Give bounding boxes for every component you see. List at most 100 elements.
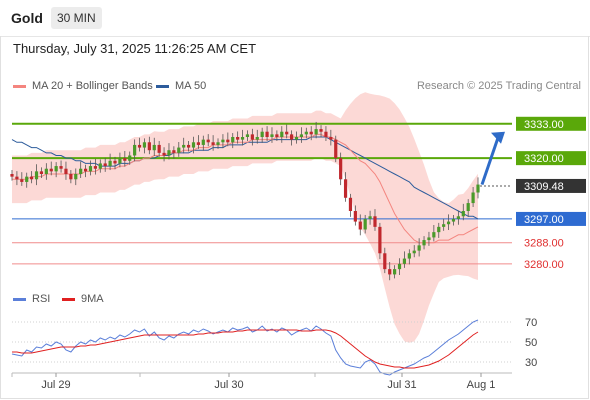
candle-body [221,139,225,143]
candle-body [118,158,122,164]
asset-title: Gold [11,10,43,26]
forecast-arrow-head [491,131,505,144]
candle-body [186,144,191,148]
candle-body [98,163,102,169]
candle-body [157,144,161,153]
legend-swatch-rsi [13,297,26,301]
candle-body [108,160,112,167]
time-axis-label: Jul 31 [387,379,416,391]
candle-body [348,197,353,211]
level-label-text: 3288.00 [524,238,564,250]
candle-body [196,142,200,145]
candle-body [172,150,176,153]
candle-body [83,168,88,172]
timeframe-button[interactable]: 30 MIN [51,7,102,29]
candle-body [236,137,240,140]
candle-body [304,131,308,135]
rsi-tick-label: 70 [525,317,537,329]
legend-label-rsi-ma: 9MA [81,293,104,305]
candle-body [74,174,78,180]
candle-body [201,139,205,145]
candle-body [44,168,48,174]
level-label-last_price: 3309.48 [516,178,586,193]
rsi-line [11,319,479,376]
level-label-text: 3297.00 [524,214,564,226]
header-bar: Gold 30 MIN [0,0,590,37]
chart-datetime: Thursday, July 31, 2025 11:26:25 AM CET [13,41,257,56]
candle-body [162,152,166,156]
candle-body [358,221,362,230]
candle-body [226,139,230,143]
candle-body [314,129,318,135]
candle-body [270,134,274,137]
forecast-arrow-shaft [480,137,500,186]
bollinger-band [12,92,478,343]
candle-body [147,142,151,151]
rsi-ma-line [12,329,479,369]
candle-body [275,134,279,137]
candle-body [265,131,269,137]
candle-body [206,139,210,143]
legend-label-rsi: RSI [32,293,51,305]
candle-body [88,166,93,172]
candle-body [245,134,250,137]
candle-body [388,269,392,275]
rsi-tick-label: 50 [525,337,537,349]
candle-body [378,226,382,254]
candle-body [383,253,387,270]
candle-body [10,174,14,177]
candle-body [240,137,245,140]
candle-body [216,142,220,145]
candle-body [250,134,254,140]
candle-body [280,131,284,137]
candle-body [299,134,304,137]
candle-body [461,211,465,217]
candle-body [39,171,44,174]
legend-label-ma50: MA 50 [175,80,207,92]
candle-body [446,221,451,225]
level-label-resistance: 3333.00 [516,116,586,131]
candle-body [437,226,441,233]
candle-body [255,137,259,140]
time-axis-label: Aug 1 [467,379,496,391]
candle-body [191,142,196,148]
candle-body [69,174,73,180]
ma20-line [12,133,479,244]
candle-body [260,131,264,137]
legend-swatch-ma20 [13,84,26,88]
level-label-support: 3288.00 [524,238,564,250]
candle-body [397,263,402,270]
candle-body [182,144,186,148]
candle-body [142,142,147,148]
candle-body [432,232,436,238]
time-axis-label: Jul 29 [41,379,70,391]
candle-body [343,179,348,198]
candle-body [20,179,24,182]
level-label-text: 3333.00 [524,119,564,131]
candle-body [412,250,416,254]
candle-body [402,258,407,264]
candle-body [451,218,456,222]
legend-ma50: MA 50 [156,80,206,92]
candle-body [123,158,127,161]
candle-body [471,192,475,204]
candle-body [422,240,426,246]
candle-body [231,137,235,143]
candle-body [93,166,97,169]
candle-body [294,137,299,140]
candle-body [54,166,58,172]
candle-body [285,131,289,135]
legend-swatch-rsi-ma [62,297,75,301]
candle-body [128,155,132,161]
candle-body [290,134,294,140]
level-label-box [516,178,586,193]
candle-body [427,237,431,241]
candle-body [59,166,63,169]
candle-body [64,168,68,174]
candle-body [324,131,328,137]
candle-body [211,142,215,145]
candle-body [152,144,156,151]
candle-body [319,129,323,132]
candle-body [476,184,480,193]
